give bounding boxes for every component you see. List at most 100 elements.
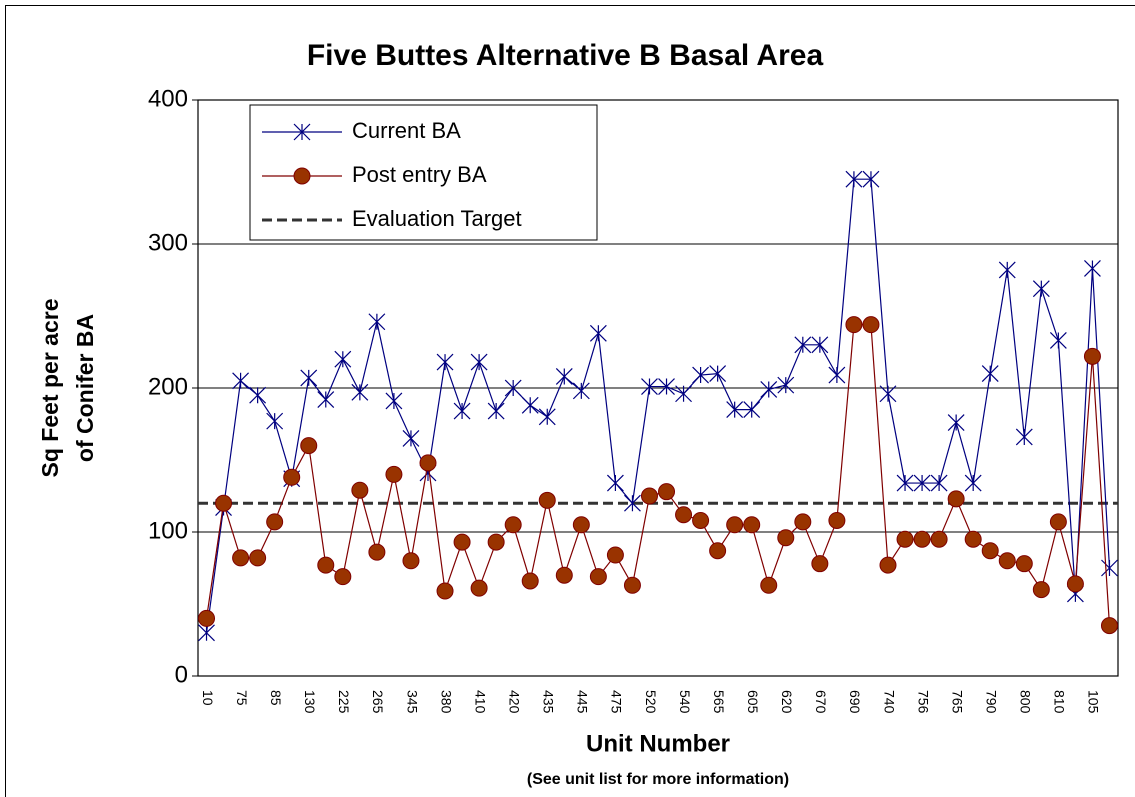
data-point — [1066, 575, 1084, 593]
data-point — [487, 402, 505, 420]
data-point — [555, 566, 573, 584]
data-point — [658, 378, 675, 395]
data-point — [845, 170, 863, 188]
data-point — [300, 437, 318, 455]
data-point — [198, 624, 215, 642]
x-tick-label: 810 — [1052, 690, 1068, 714]
data-point — [334, 568, 352, 586]
x-tick-label: 105 — [1086, 690, 1102, 714]
data-point — [1049, 332, 1067, 349]
data-point — [470, 353, 488, 371]
x-axis-label: Unit Number — [586, 730, 730, 757]
data-point — [351, 383, 369, 401]
data-point — [266, 412, 284, 430]
data-point — [726, 516, 744, 534]
data-point — [845, 316, 863, 334]
x-tick-label: 75 — [234, 690, 250, 706]
data-point — [794, 513, 812, 531]
data-point — [436, 353, 454, 371]
data-point — [300, 369, 318, 387]
data-point — [266, 513, 284, 531]
data-point — [334, 350, 352, 368]
data-point — [709, 365, 727, 383]
data-point — [930, 530, 948, 548]
x-tick-label: 475 — [609, 690, 625, 714]
data-point — [879, 556, 897, 574]
legend: Current BA Post entry BA Evaluation Target — [249, 104, 598, 241]
data-point — [964, 530, 982, 548]
data-point — [1032, 581, 1050, 599]
data-point — [675, 385, 692, 403]
x-tick-label: 565 — [711, 690, 727, 714]
legend-marker — [293, 167, 311, 185]
data-point — [828, 366, 846, 384]
series-line — [205, 178, 1111, 633]
data-point — [317, 391, 335, 408]
data-point — [215, 494, 233, 512]
data-point — [487, 533, 505, 551]
data-point — [538, 408, 556, 426]
data-point — [811, 555, 829, 573]
data-point — [521, 396, 539, 414]
data-point — [896, 474, 914, 492]
data-point — [862, 170, 880, 188]
data-point — [419, 454, 437, 472]
x-tick-label: 435 — [541, 690, 557, 714]
plot-border — [197, 99, 1119, 677]
data-point — [879, 385, 897, 403]
data-point — [572, 516, 590, 534]
data-point — [998, 261, 1016, 279]
data-point — [453, 533, 471, 551]
data-point — [777, 529, 795, 547]
data-point — [623, 576, 641, 594]
data-point — [777, 376, 795, 394]
data-point — [504, 516, 522, 534]
data-point — [675, 506, 693, 524]
x-tick-label: 225 — [336, 690, 352, 714]
data-point — [385, 465, 403, 483]
data-point — [1032, 280, 1050, 298]
data-point — [964, 474, 982, 492]
x-tick-label: 540 — [677, 690, 693, 714]
y-tick-label: 0 — [175, 661, 188, 688]
data-point — [232, 549, 250, 567]
y-tick-label: 200 — [148, 373, 188, 400]
data-point — [555, 368, 573, 385]
data-point — [709, 542, 727, 560]
data-point — [743, 516, 761, 534]
data-point — [658, 483, 676, 501]
x-tick-label: 620 — [779, 690, 795, 714]
data-point — [521, 572, 539, 590]
data-point — [743, 401, 761, 419]
data-point — [930, 474, 948, 492]
x-tick-label: 130 — [302, 690, 318, 714]
data-point — [453, 402, 471, 420]
data-point — [828, 511, 846, 529]
x-tick-label: 265 — [370, 690, 386, 714]
data-point — [811, 336, 829, 354]
x-tick-label: 445 — [575, 690, 591, 714]
data-point — [538, 491, 556, 509]
data-point — [692, 511, 710, 529]
data-point — [436, 582, 454, 600]
data-point — [641, 378, 658, 395]
x-tick-label: 670 — [813, 690, 829, 714]
data-point — [981, 542, 999, 560]
data-point — [896, 530, 914, 548]
data-point — [1083, 347, 1101, 365]
data-point — [198, 609, 216, 627]
chart-title: Five Buttes Alternative B Basal Area — [307, 39, 824, 72]
data-point — [624, 494, 641, 512]
data-point — [572, 382, 590, 400]
data-point — [232, 372, 250, 390]
x-tick-label: 740 — [881, 690, 897, 714]
x-tick-label: 420 — [506, 690, 522, 714]
data-point — [504, 379, 522, 397]
x-tick-label: 520 — [643, 690, 659, 714]
data-point — [1101, 559, 1118, 577]
data-point — [726, 401, 744, 419]
data-point — [402, 552, 420, 570]
data-point — [1084, 260, 1101, 277]
data-point — [402, 429, 420, 447]
